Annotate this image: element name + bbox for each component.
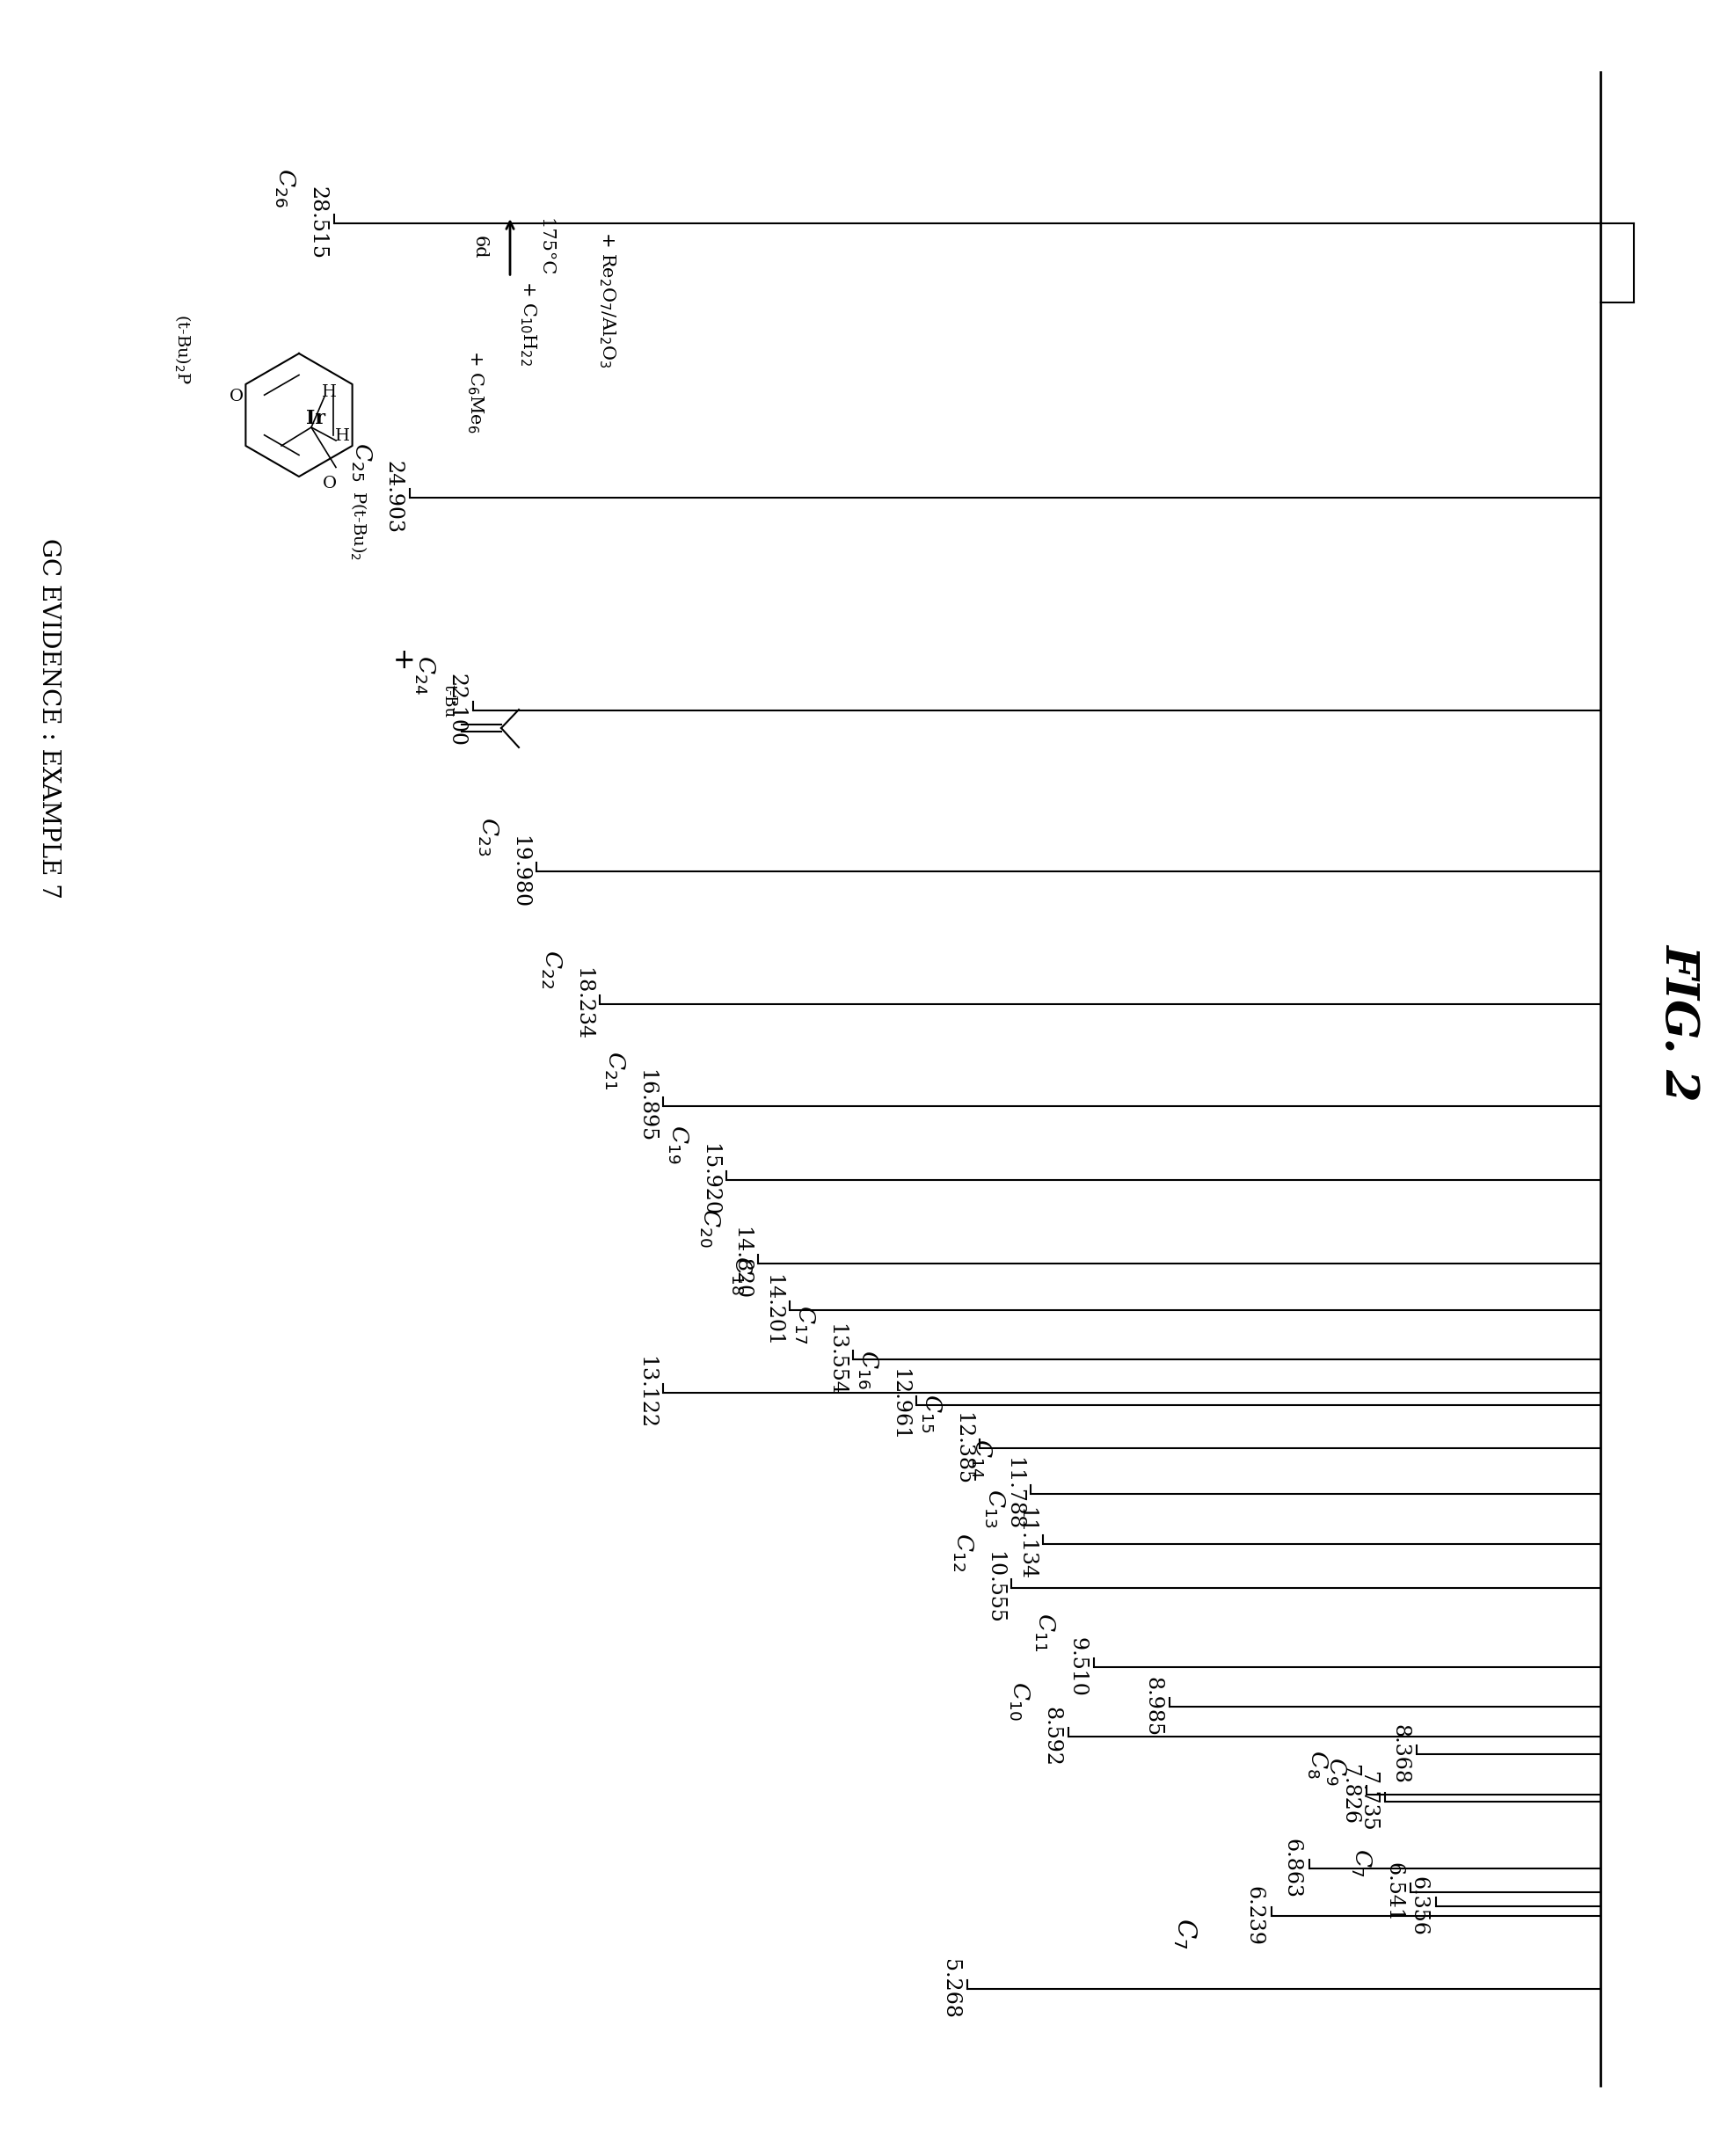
Text: C$_{11}$: C$_{11}$ [1033, 1613, 1057, 1651]
Text: 9.510: 9.510 [1067, 1636, 1086, 1697]
Text: O: O [230, 388, 243, 405]
Text: + C$_6$Me$_6$: + C$_6$Me$_6$ [464, 349, 485, 433]
Text: C$_{18}$: C$_{18}$ [728, 1255, 754, 1296]
Text: 8.592: 8.592 [1042, 1708, 1062, 1766]
Text: C$_8$: C$_8$ [1305, 1751, 1329, 1779]
Text: GC EVIDENCE : EXAMPLE 7: GC EVIDENCE : EXAMPLE 7 [36, 537, 60, 899]
Text: C$_7$: C$_7$ [1350, 1848, 1374, 1876]
Text: C$_{17}$: C$_{17}$ [791, 1304, 815, 1343]
Text: C$_{12}$: C$_{12}$ [951, 1533, 975, 1572]
Text: C$_{10}$: C$_{10}$ [1007, 1682, 1031, 1720]
Text: 11.788: 11.788 [1004, 1457, 1024, 1531]
Text: 6.541: 6.541 [1382, 1863, 1403, 1923]
Text: (t-Bu)$_2$P: (t-Bu)$_2$P [171, 315, 192, 384]
Text: C$_{21}$: C$_{21}$ [601, 1052, 627, 1091]
Text: H: H [322, 384, 336, 401]
Text: C$_{25}$: C$_{25}$ [349, 442, 373, 481]
Text: 5.268: 5.268 [940, 1960, 961, 2020]
Text: 13.122: 13.122 [636, 1356, 656, 1429]
Text: 14.820: 14.820 [731, 1227, 752, 1300]
Text: C$_{26}$: C$_{26}$ [272, 168, 296, 207]
Text: C$_7$: C$_7$ [1172, 1919, 1199, 1949]
Text: 18.234: 18.234 [572, 968, 593, 1041]
Text: + Re$_2$O$_7$/Al$_2$O$_3$: + Re$_2$O$_7$/Al$_2$O$_3$ [596, 231, 617, 369]
Text: C$_{13}$: C$_{13}$ [982, 1488, 1006, 1529]
Text: C$_{24}$: C$_{24}$ [413, 655, 437, 694]
Text: 22.100: 22.100 [445, 675, 466, 746]
Text: FIG. 2: FIG. 2 [1656, 944, 1703, 1100]
Text: 11.134: 11.134 [1016, 1507, 1036, 1580]
Text: 10.555: 10.555 [985, 1550, 1004, 1623]
Text: 19.980: 19.980 [509, 834, 529, 908]
Text: C$_9$: C$_9$ [1324, 1757, 1348, 1785]
Text: 12.961: 12.961 [889, 1369, 910, 1442]
Text: C$_{20}$: C$_{20}$ [697, 1207, 721, 1248]
Text: 6.356: 6.356 [1408, 1878, 1429, 1936]
Text: 175°C: 175°C [536, 218, 553, 276]
Text: 6d: 6d [471, 235, 488, 259]
Text: + C$_{10}$H$_{22}$: + C$_{10}$H$_{22}$ [517, 280, 538, 367]
Text: 7.735: 7.735 [1358, 1772, 1379, 1833]
Text: C$_{15}$: C$_{15}$ [918, 1393, 942, 1434]
Text: H: H [334, 429, 349, 444]
Text: 7.826: 7.826 [1340, 1766, 1358, 1824]
Text: Ir: Ir [307, 410, 325, 429]
Text: 16.895: 16.895 [636, 1069, 656, 1143]
Text: 8.368: 8.368 [1389, 1725, 1410, 1783]
Text: C$_{14}$: C$_{14}$ [970, 1438, 994, 1479]
Text: 14.201: 14.201 [762, 1274, 783, 1348]
Text: 6.239: 6.239 [1244, 1886, 1264, 1945]
Text: C$_{16}$: C$_{16}$ [855, 1350, 879, 1388]
Text: C$_{23}$: C$_{23}$ [476, 817, 500, 856]
Text: 15.920: 15.920 [699, 1143, 719, 1216]
Text: P(t-Bu)$_2$: P(t-Bu)$_2$ [348, 492, 368, 561]
Text: 24.903: 24.903 [384, 461, 403, 535]
Text: +: + [394, 647, 416, 675]
Text: C$_{22}$: C$_{22}$ [540, 949, 564, 987]
Text: 13.554: 13.554 [826, 1324, 846, 1397]
Text: t-Bu: t-Bu [440, 683, 456, 718]
Text: 8.985: 8.985 [1143, 1677, 1163, 1738]
Text: 28.515: 28.515 [307, 185, 327, 259]
Text: 6.863: 6.863 [1281, 1839, 1302, 1897]
Text: C$_{19}$: C$_{19}$ [665, 1125, 690, 1164]
Text: 12.385: 12.385 [952, 1412, 973, 1485]
Text: O: O [322, 476, 337, 492]
